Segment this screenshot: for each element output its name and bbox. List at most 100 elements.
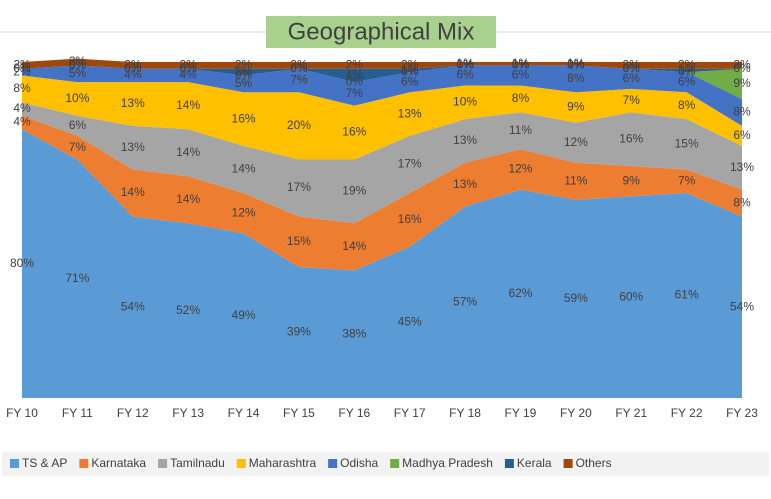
data-label: 2% (13, 64, 31, 78)
data-label: 60% (619, 289, 643, 303)
legend-label: Karnataka (91, 456, 146, 470)
x-tick-label: FY 19 (505, 406, 537, 420)
data-label: 13% (453, 133, 477, 147)
data-label: 1% (678, 63, 696, 77)
data-label: 45% (398, 315, 422, 329)
data-label: 6% (456, 68, 474, 82)
data-label: 11% (509, 123, 532, 137)
data-label: 0% (456, 58, 474, 72)
x-tick-label: FY 23 (726, 406, 758, 420)
data-label: 1% (401, 63, 419, 77)
data-label: 0% (623, 61, 641, 75)
area (22, 58, 742, 69)
data-label: 8% (733, 195, 751, 209)
data-label: 8% (567, 71, 585, 85)
x-tick-label: FY 20 (560, 406, 592, 420)
area (22, 65, 742, 126)
x-tick-label: FY 13 (172, 406, 204, 420)
data-label: 0% (124, 61, 142, 75)
x-tick-label: FY 11 (62, 406, 93, 420)
data-label: 0% (235, 68, 253, 82)
data-label: 13% (121, 140, 145, 154)
x-tick-label: FY 12 (117, 406, 149, 420)
data-label: 14% (121, 185, 145, 199)
data-label: 7% (69, 140, 87, 154)
data-label: 7% (623, 93, 641, 107)
legend-label: TS & AP (22, 456, 67, 470)
x-tick-label: FY 21 (615, 406, 647, 420)
legend-label: Others (576, 456, 612, 470)
data-label: 2% (235, 64, 253, 78)
legend-label: Kerala (517, 456, 552, 470)
data-label: 19% (342, 184, 366, 198)
data-label: 14% (176, 145, 200, 159)
data-label: 16% (619, 131, 643, 145)
area (22, 65, 742, 83)
data-label: 13% (730, 160, 754, 174)
x-tick-label: FY 18 (449, 406, 481, 420)
data-label: 1% (512, 56, 530, 70)
data-label: 0% (13, 61, 31, 75)
data-label: 8% (13, 81, 31, 95)
legend-swatch (390, 459, 400, 468)
data-label: 0% (401, 64, 419, 78)
data-label: 0% (456, 58, 474, 72)
data-label: 9% (567, 100, 585, 114)
data-label: 8% (512, 91, 530, 105)
data-label: 8% (733, 105, 751, 119)
data-label: 20% (287, 118, 311, 132)
data-label: 61% (675, 288, 699, 302)
data-label: 57% (453, 294, 477, 308)
data-label: 6% (69, 118, 87, 132)
data-label: 0% (124, 61, 142, 75)
title-box (266, 16, 496, 48)
data-label: 14% (342, 239, 366, 253)
data-label: 7% (346, 86, 364, 100)
data-label: 0% (733, 61, 751, 75)
data-label: 0% (567, 58, 585, 72)
data-label: 9% (733, 76, 751, 90)
data-label: 10% (65, 91, 89, 105)
legend-swatch (328, 459, 338, 468)
data-label: 16% (342, 125, 366, 139)
data-label: 2% (401, 58, 419, 72)
data-label: 14% (232, 162, 256, 176)
data-label: 54% (730, 299, 754, 313)
data-label: 1% (567, 56, 585, 70)
data-label: 14% (176, 98, 200, 112)
data-label: 0% (567, 58, 585, 72)
data-label: 8% (678, 98, 696, 112)
data-label: 13% (453, 177, 477, 191)
legend-box (2, 452, 769, 476)
legend-swatch (158, 459, 168, 468)
data-label: 71% (65, 271, 89, 285)
data-label: 2% (346, 58, 364, 72)
data-label: 15% (287, 234, 311, 248)
data-label: 7% (290, 73, 308, 87)
data-label: 0% (13, 61, 31, 75)
x-tick-label: FY 22 (671, 406, 703, 420)
data-label: 6% (401, 74, 419, 88)
legend-label: Madhya Pradesh (402, 456, 493, 470)
x-tick-label: FY 17 (394, 406, 426, 420)
data-label: 0% (179, 61, 197, 75)
legend-swatch (504, 459, 514, 468)
data-label: 49% (232, 308, 256, 322)
data-label: 6% (733, 128, 751, 142)
legend-label: Odisha (340, 456, 378, 470)
data-label: 6% (512, 68, 530, 82)
data-label: 9% (623, 173, 641, 187)
data-label: 11% (564, 173, 587, 187)
data-label: 2% (678, 58, 696, 72)
data-label: 4% (13, 101, 31, 115)
chart-title: Geographical Mix (288, 18, 475, 45)
data-label: 12% (232, 205, 256, 219)
data-label: 59% (564, 291, 588, 305)
area (22, 75, 742, 160)
data-label: 4% (124, 68, 142, 82)
data-label: 13% (121, 96, 145, 110)
x-tick-label: FY 16 (338, 406, 370, 420)
data-label: 0% (346, 74, 364, 88)
data-label: 15% (675, 136, 699, 150)
data-label: 16% (232, 111, 256, 125)
